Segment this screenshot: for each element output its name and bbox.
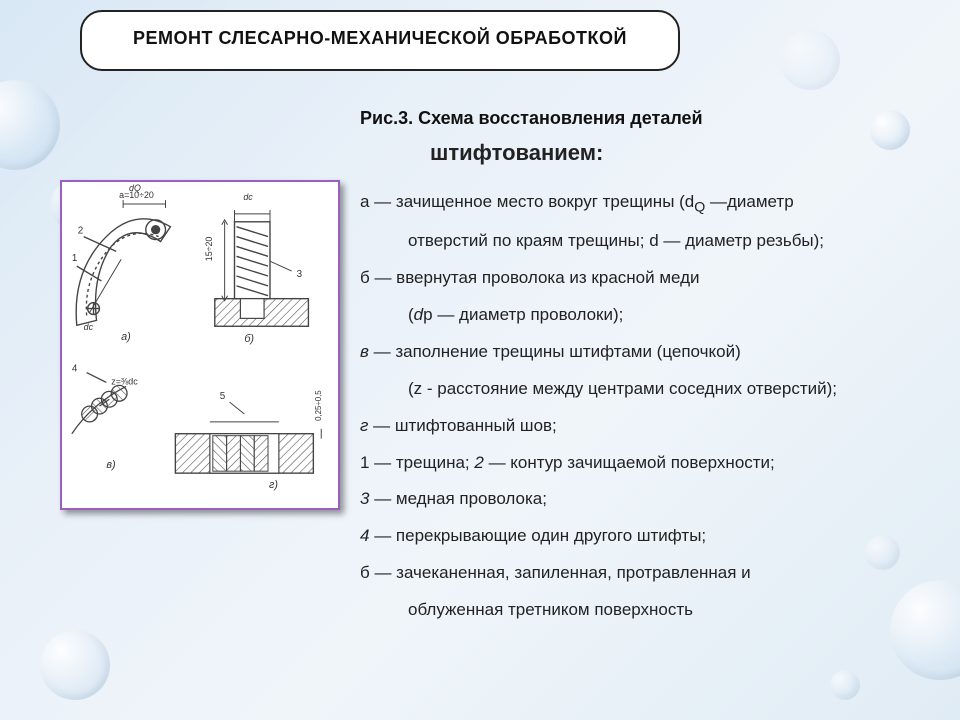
svg-text:2: 2 — [78, 226, 83, 237]
bubble-deco — [0, 80, 60, 170]
legend-line: (z - расстояние между центрами соседних … — [360, 372, 950, 407]
legend-line: б — ввернутая проволока из красной меди — [360, 261, 950, 296]
bubble-deco — [780, 30, 840, 90]
figure-subtitle: штифтованием: — [430, 140, 603, 166]
figure-caption: Рис.3. Схема восстановления деталей — [360, 108, 703, 129]
technical-figure: a=10÷20 dQ 1 2 dc а) dc 15÷20 3 б) 4 z=⅜… — [60, 180, 340, 510]
legend-line: отверстий по краям трещины; d — диаметр … — [360, 224, 950, 259]
svg-text:0,25÷0,5: 0,25÷0,5 — [314, 390, 323, 421]
svg-text:в): в) — [106, 459, 115, 471]
svg-text:3: 3 — [297, 269, 303, 280]
svg-text:z=⅜dc: z=⅜dc — [111, 376, 138, 386]
page-title: РЕМОНТ СЛЕСАРНО-МЕХАНИЧЕСКОЙ ОБРАБОТКОЙ — [80, 10, 680, 71]
svg-text:dQ: dQ — [129, 183, 141, 193]
legend-line: 4 — перекрывающие один другого штифты; — [360, 519, 950, 554]
legend-line: б — зачеканенная, запиленная, протравлен… — [360, 556, 950, 591]
svg-text:б): б) — [244, 333, 254, 345]
legend-line: а — зачищенное место вокруг трещины (dQ … — [360, 185, 950, 222]
bubble-deco — [40, 630, 110, 700]
svg-text:15÷20: 15÷20 — [204, 237, 214, 262]
legend-line: в — заполнение трещины штифтами (цепочко… — [360, 335, 950, 370]
svg-text:dc: dc — [243, 192, 253, 202]
svg-text:dc: dc — [84, 322, 94, 332]
bubble-deco — [870, 110, 910, 150]
figure-legend: а — зачищенное место вокруг трещины (dQ … — [360, 185, 950, 630]
svg-text:1: 1 — [72, 253, 77, 264]
bubble-deco — [830, 670, 860, 700]
legend-line: (dр — диаметр проволоки); — [360, 298, 950, 333]
legend-line: 1 — трещина; 2 — контур зачищаемой повер… — [360, 446, 950, 481]
legend-line: 3 — медная проволока; — [360, 482, 950, 517]
svg-text:4: 4 — [72, 364, 78, 375]
legend-line: облуженная третником поверхность — [360, 593, 950, 628]
svg-text:г): г) — [269, 479, 278, 491]
svg-text:а): а) — [121, 331, 131, 343]
svg-text:5: 5 — [220, 391, 226, 402]
legend-line: г — штифтованный шов; — [360, 409, 950, 444]
